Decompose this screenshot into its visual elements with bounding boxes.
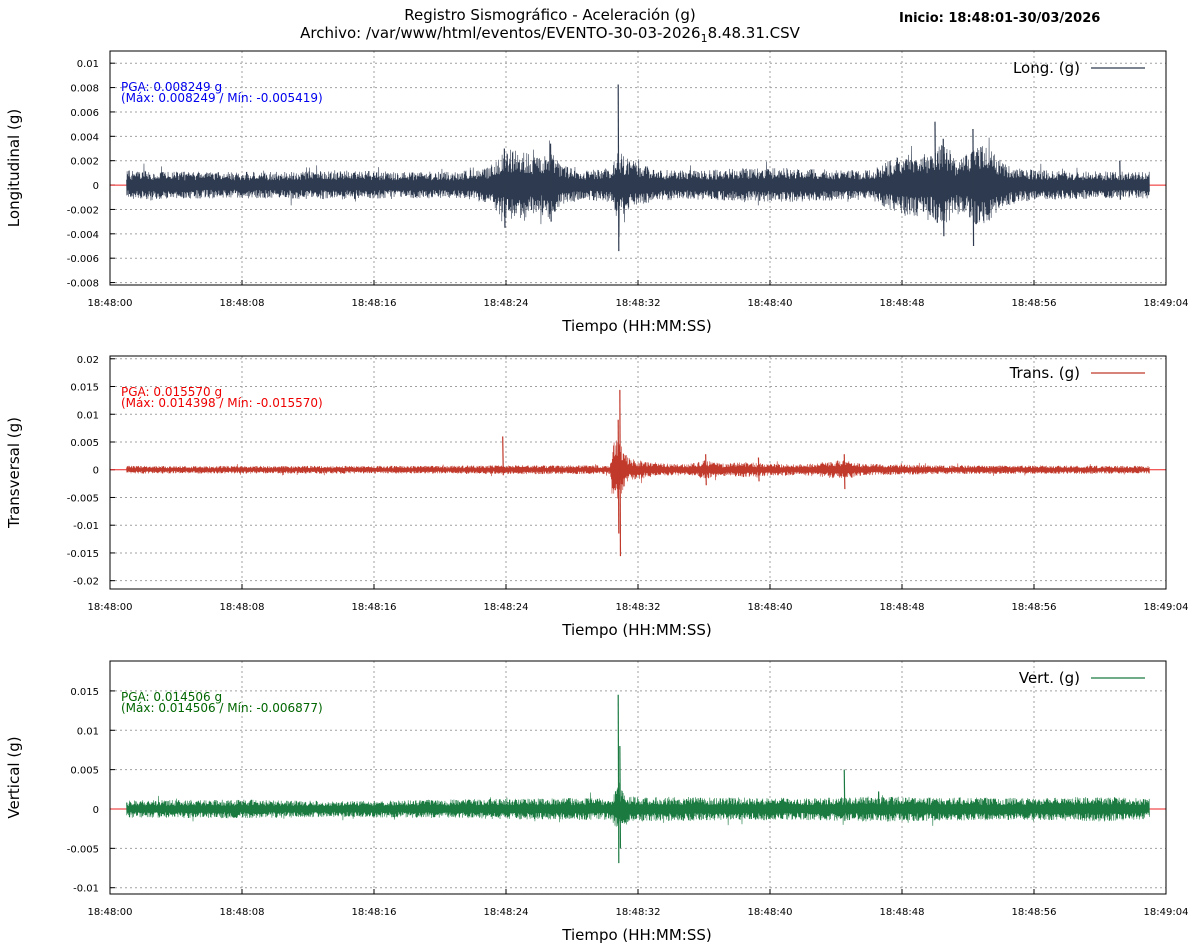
y-tick-label: 0.015: [70, 383, 99, 394]
y-axis-label: Transversal (g): [5, 417, 23, 529]
waveform-spike: [843, 769, 846, 821]
y-tick-label: 0: [93, 181, 99, 192]
x-tick-label: 18:48:40: [748, 907, 793, 918]
y-tick-label: 0.01: [77, 726, 99, 737]
y-tick-label: 0.002: [70, 157, 99, 168]
x-tick-label: 18:48:40: [748, 602, 793, 613]
x-tick-label: 18:48:08: [220, 602, 265, 613]
waveform-spike: [843, 454, 846, 490]
x-tick-label: 18:48:32: [616, 907, 661, 918]
x-tick-label: 18:48:48: [880, 907, 925, 918]
x-tick-label: 18:48:24: [484, 602, 529, 613]
file-subscript: 1: [700, 32, 708, 45]
x-tick-label: 18:49:04: [1144, 298, 1189, 309]
x-tick-label: 18:48:48: [880, 298, 925, 309]
waveform-spike: [934, 121, 937, 220]
x-tick-label: 18:48:48: [880, 602, 925, 613]
waveform-spike: [619, 389, 622, 557]
x-axis-label: Tiempo (HH:MM:SS): [561, 926, 711, 944]
waveform-trace: [126, 782, 1150, 827]
waveform-spike: [942, 138, 945, 237]
waveform-trace: [126, 137, 1150, 237]
y-tick-label: -0.004: [67, 230, 99, 241]
x-tick-label: 18:48:08: [220, 907, 265, 918]
x-tick-label: 18:49:04: [1144, 602, 1189, 613]
y-tick-label: 0.006: [70, 108, 99, 119]
waveform-trace: [126, 440, 1150, 499]
x-axis-label: Tiempo (HH:MM:SS): [561, 317, 711, 335]
max-min-annotation: (Máx: 0.014506 / Mín: -0.006877): [121, 701, 323, 715]
y-axis-label: Vertical (g): [5, 736, 23, 818]
plot-frame: [109, 50, 1167, 286]
x-tick-label: 18:48:00: [88, 298, 133, 309]
x-tick-label: 18:48:56: [1012, 907, 1057, 918]
waveform-spike: [972, 128, 975, 247]
max-min-annotation: (Máx: 0.014398 / Mín: -0.015570): [121, 396, 323, 410]
x-tick-label: 18:48:32: [616, 298, 661, 309]
y-tick-label: 0: [93, 466, 99, 477]
plot-frame: [109, 355, 1167, 590]
y-tick-label: 0.004: [70, 132, 99, 143]
x-tick-label: 18:48:32: [616, 602, 661, 613]
chart-file-name: Archivo: /var/www/html/eventos/EVENTO-30…: [0, 24, 1150, 45]
file-prefix: Archivo: /var/www/html/eventos/EVENTO-30…: [300, 24, 701, 42]
waveform-spike: [617, 84, 620, 252]
y-tick-label: 0.01: [77, 410, 99, 421]
waveform-spike: [549, 143, 552, 222]
chart-title: Registro Sismográfico - Aceleración (g): [404, 6, 696, 24]
pga-annotation: PGA: 0.014506 g: [121, 690, 222, 704]
waveform-spike: [705, 454, 707, 486]
x-tick-label: 18:48:00: [88, 602, 133, 613]
waveform-spike: [617, 694, 620, 864]
y-tick-label: -0.01: [73, 884, 99, 895]
y-tick-label: 0.005: [70, 766, 99, 777]
y-tick-label: -0.008: [67, 279, 99, 290]
x-tick-label: 18:48:56: [1012, 602, 1057, 613]
y-tick-label: -0.002: [67, 205, 99, 216]
waveform-spike: [757, 457, 760, 482]
x-tick-label: 18:48:40: [748, 298, 793, 309]
y-tick-label: -0.02: [73, 577, 99, 588]
x-tick-label: 18:48:08: [220, 298, 265, 309]
y-tick-label: 0.005: [70, 438, 99, 449]
waveform-spike: [617, 419, 620, 534]
pga-annotation: PGA: 0.015570 g: [121, 385, 222, 399]
waveform-spike: [1119, 160, 1121, 200]
y-tick-label: 0.01: [77, 59, 99, 70]
waveform-spike: [502, 436, 504, 476]
pga-annotation: PGA: 0.008249 g: [121, 80, 222, 94]
legend-label: Long. (g): [1013, 59, 1080, 77]
y-tick-label: 0.02: [77, 355, 99, 366]
x-tick-label: 18:48:00: [88, 907, 133, 918]
legend-label: Trans. (g): [1009, 364, 1080, 382]
waveform-spike: [619, 746, 622, 849]
y-tick-label: -0.006: [67, 254, 99, 265]
x-tick-label: 18:48:24: [484, 907, 529, 918]
y-tick-label: -0.005: [67, 844, 99, 855]
x-tick-label: 18:48:16: [352, 602, 397, 613]
y-axis-label: Longitudinal (g): [5, 109, 23, 227]
max-min-annotation: (Máx: 0.008249 / Mín: -0.005419): [121, 91, 323, 105]
y-tick-label: 0.008: [70, 84, 99, 95]
y-tick-label: -0.01: [73, 521, 99, 532]
x-tick-label: 18:49:04: [1144, 907, 1189, 918]
x-tick-label: 18:48:56: [1012, 298, 1057, 309]
waveform-spike: [503, 148, 506, 228]
x-axis-label: Tiempo (HH:MM:SS): [561, 621, 711, 639]
file-suffix: 8.48.31.CSV: [707, 24, 800, 42]
y-tick-label: 0.015: [70, 687, 99, 698]
start-timestamp: Inicio: 18:48:01-30/03/2026: [899, 11, 1101, 26]
y-tick-label: -0.005: [67, 493, 99, 504]
x-tick-label: 18:48:24: [484, 298, 529, 309]
x-tick-label: 18:48:16: [352, 907, 397, 918]
y-tick-label: 0: [93, 805, 99, 816]
plot-frame: [109, 660, 1167, 895]
y-tick-label: -0.015: [67, 549, 99, 560]
legend-label: Vert. (g): [1019, 669, 1080, 687]
x-tick-label: 18:48:16: [352, 298, 397, 309]
